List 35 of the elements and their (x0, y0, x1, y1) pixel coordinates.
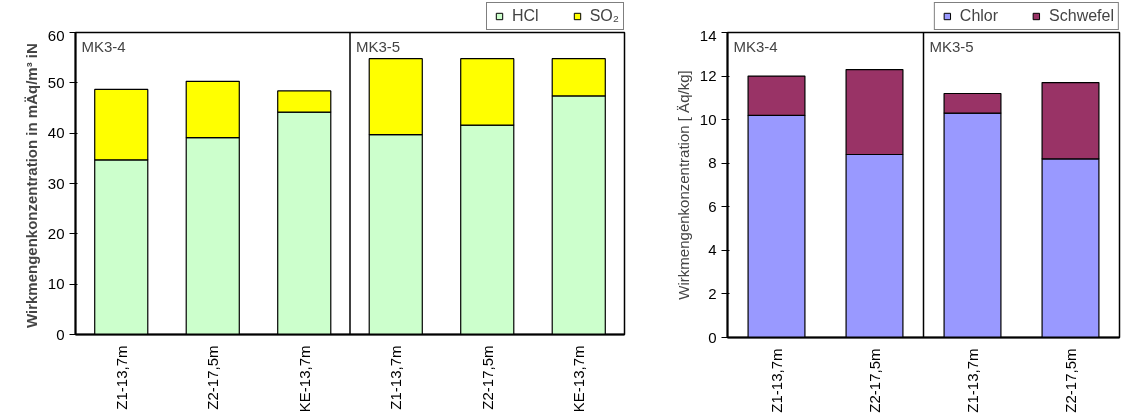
y-tick-label: 0 (56, 325, 65, 343)
y-tick-label: 6 (708, 197, 717, 215)
y-tick-label: 60 (47, 26, 65, 44)
legend-label: SO₂ (589, 7, 619, 25)
x-tick-label: Z2-17,5m (866, 348, 883, 413)
legend-label: Schwefel (1049, 7, 1114, 25)
x-tick-label: KE-13,7m (570, 345, 588, 413)
x-tick-label: Z1-13,7m (112, 345, 130, 410)
y-tick-label: 10 (47, 275, 65, 293)
y-tick-label: 10 (699, 110, 717, 128)
annotation: MK3-4 (81, 37, 126, 55)
annotation: MK3-4 (733, 37, 778, 55)
annotation: MK3-5 (929, 37, 974, 55)
x-tick-label: Z1-13,7m (964, 348, 981, 413)
x-tick-label: Z2-17,5m (1062, 348, 1079, 413)
x-tick-label: Z1-13,7m (768, 348, 785, 413)
x-tick-label: KE-13,7m (295, 345, 313, 413)
x-tick-label: Z2-17,5m (204, 345, 222, 410)
y-tick-label: 4 (708, 241, 717, 259)
y-tick-label: 8 (708, 154, 717, 172)
legend-label: HCl (512, 7, 539, 25)
y-axis-title: Wirkmengenkonzentration [ Äq/kg] (674, 70, 692, 300)
legend-label: Chlor (959, 7, 999, 25)
y-tick-label: 40 (47, 124, 65, 142)
annotation: MK3-5 (356, 37, 401, 55)
y-tick-label: 50 (47, 73, 65, 91)
y-tick-label: 30 (47, 174, 65, 192)
y-tick-label: 20 (47, 224, 65, 242)
y-tick-label: 14 (699, 26, 717, 44)
y-axis-title: Wirkmengenkonzentration in mÄq/m³ iN (22, 43, 40, 329)
x-tick-label: Z2-17,5m (478, 345, 496, 410)
x-tick-label: Z1-13,7m (387, 345, 405, 410)
y-tick-label: 12 (699, 67, 717, 85)
y-tick-label: 2 (708, 284, 717, 302)
y-tick-label: 0 (708, 328, 717, 346)
